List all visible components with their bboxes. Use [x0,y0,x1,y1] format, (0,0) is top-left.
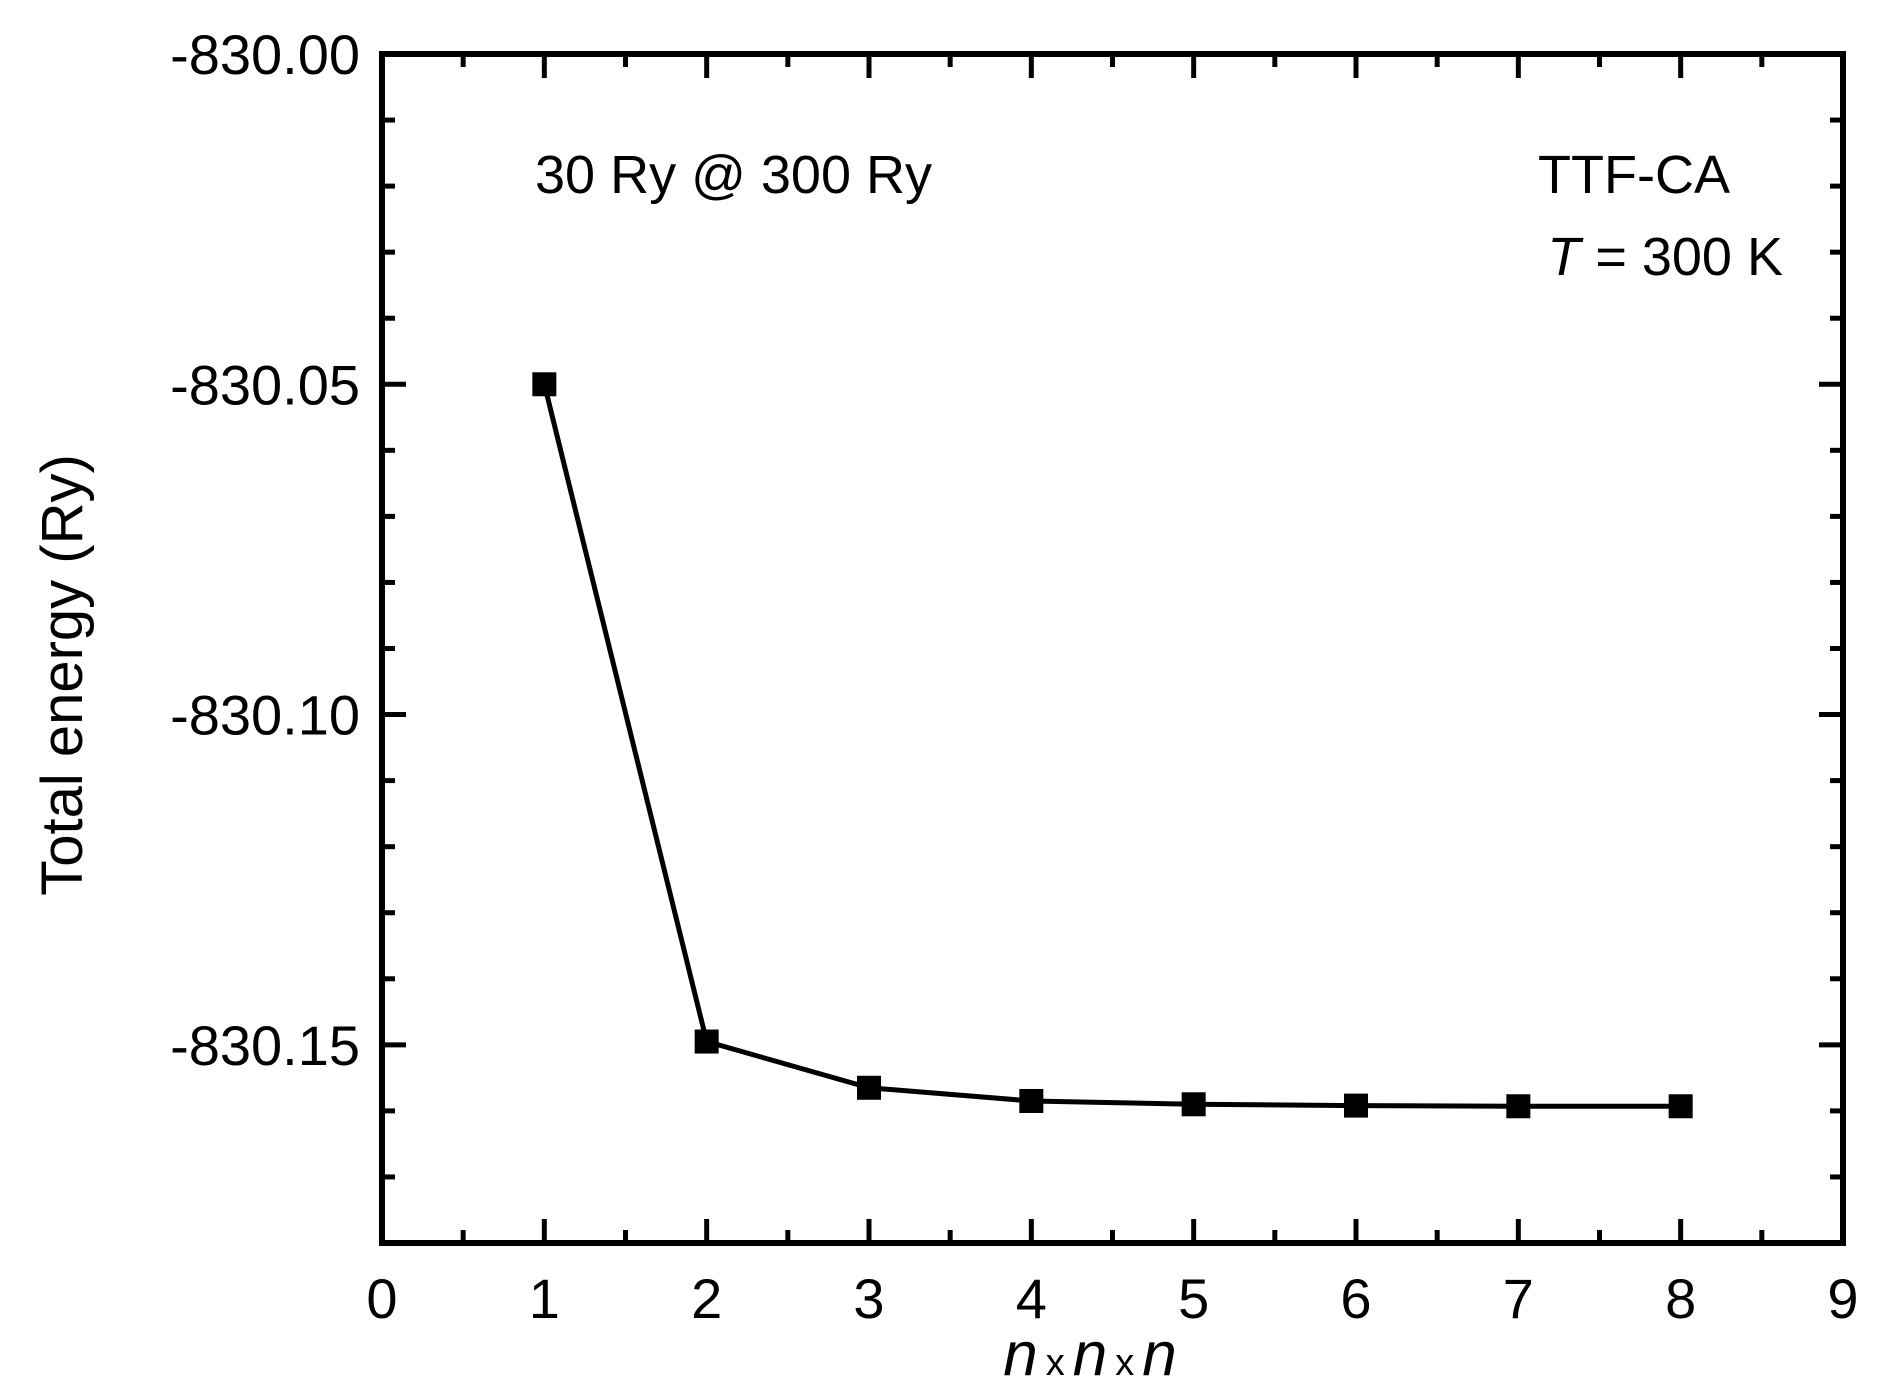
annotation-temp-var: T [1547,227,1584,287]
data-point [532,372,557,397]
x-axis-var-3: n [1142,1320,1176,1389]
data-point [1668,1094,1693,1119]
data-point [694,1029,719,1054]
data-point [1019,1088,1044,1113]
y-tick-label: -830.00 [170,23,360,86]
x-tick-label: 6 [1340,1267,1371,1330]
x-tick-label: 5 [1178,1267,1209,1330]
y-axis-title: Total energy (Ry) [30,454,95,896]
plot-frame [379,51,1846,1246]
x-tick-label: 9 [1827,1267,1858,1330]
y-tick-label: -830.15 [170,1014,360,1077]
x-axis-var-1: n [1003,1320,1037,1389]
x-axis-sep-2: x [1115,1342,1134,1384]
x-tick-label: 2 [691,1267,722,1330]
annotation-temp-value: = 300 K [1580,227,1783,287]
data-point [857,1075,881,1100]
x-tick-label: 4 [1016,1267,1047,1330]
x-tick-label: 8 [1665,1267,1696,1330]
data-point [1181,1092,1206,1117]
series-layer [532,372,1693,1119]
data-point [1344,1093,1368,1118]
x-tick-label: 1 [529,1267,560,1330]
y-tick-label: -830.05 [170,353,360,416]
data-point [1506,1094,1531,1119]
x-tick-label: 7 [1503,1267,1534,1330]
x-axis-var-2: n [1073,1320,1107,1389]
x-tick-label: 0 [366,1267,397,1330]
y-tick-label: -830.10 [170,684,360,747]
annotation-system: TTF-CA [1538,145,1730,205]
x-axis-sep-1: x [1046,1342,1065,1384]
y-tick-labels: -830.00 -830.05 -830.10 -830.15 [170,23,360,1077]
annotation-temperature: T = 300 K [1547,227,1783,287]
series-line [541,383,1681,1109]
x-tick-label: 3 [853,1267,884,1330]
x-tick-labels: 0 1 2 3 4 5 6 7 8 9 [366,1267,1858,1330]
annotation-cutoff: 30 Ry @ 300 Ry [535,145,932,205]
